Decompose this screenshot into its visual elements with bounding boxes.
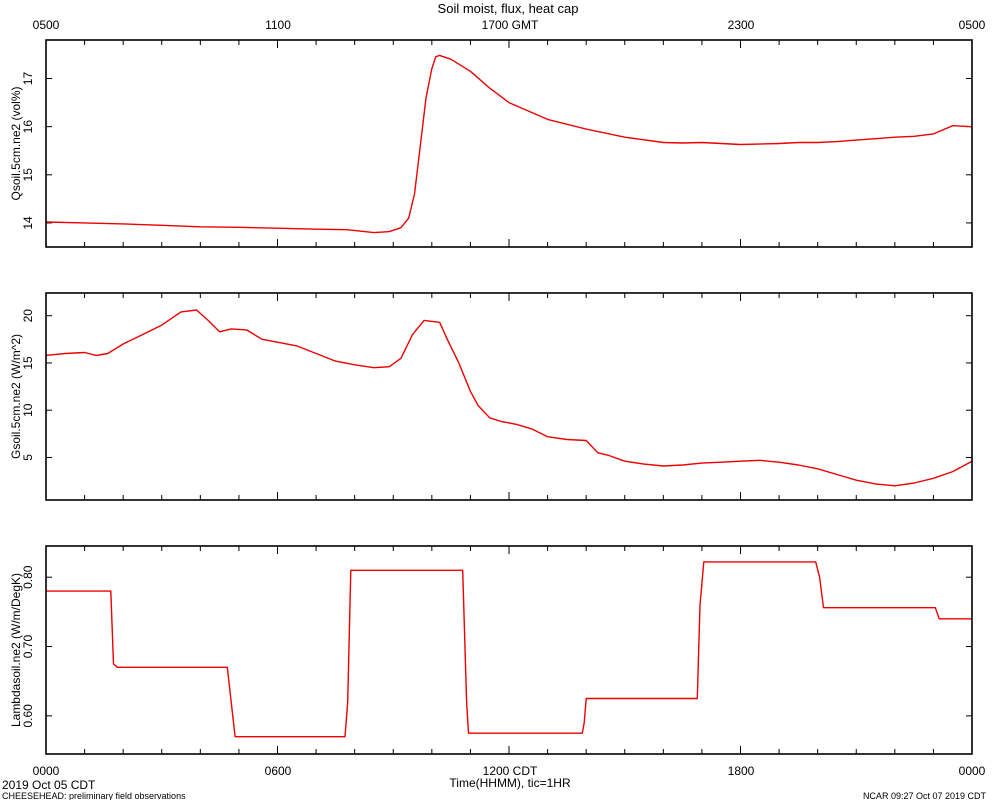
- plot-frame: [45, 545, 973, 755]
- chart-title: Soil moist, flux, heat cap: [438, 1, 579, 16]
- top-tick-label: 1700 GMT: [482, 18, 539, 32]
- plot-frame: [45, 292, 973, 501]
- y-tick-label: 15: [21, 168, 35, 182]
- y-tick-label: 0.70: [21, 635, 35, 659]
- y-axis-title: Qsoil.5cm.ne2 (vol%): [9, 86, 23, 200]
- y-tick-label: 17: [21, 72, 35, 86]
- y-tick-label: 10: [21, 403, 35, 417]
- bottom-axis-labels: 0000 0600 1200 CDT 1800 0000: [33, 764, 986, 778]
- bottom-tick-label: 0000: [959, 764, 986, 778]
- plot-frame: [45, 39, 973, 248]
- top-tick-label: 1100: [265, 18, 291, 32]
- y-axis-title: Lambdasoil.ne2 (W/m/DegK): [9, 573, 23, 727]
- y-tick-label: 0.60: [21, 704, 35, 728]
- panel: 5 10 15 20 Gsoil.5cm.ne2 (W/m^2): [9, 292, 973, 501]
- top-tick-label: 2300: [728, 18, 755, 32]
- y-tick-label: 16: [21, 120, 35, 134]
- y-tick-label: 14: [21, 216, 35, 230]
- footer-date: 2019 Oct 05 CDT: [2, 778, 96, 792]
- y-tick-label: 15: [21, 356, 35, 370]
- series-line: [46, 561, 972, 738]
- top-tick-label: 0500: [959, 18, 986, 32]
- series-line: [45, 54, 973, 234]
- footer-credit: NCAR 09:27 Oct 07 2019 CDT: [863, 791, 987, 800]
- y-tick-label: 0.80: [21, 565, 35, 589]
- bottom-tick-label: 0000: [33, 764, 60, 778]
- bottom-tick-label: 0600: [265, 764, 292, 778]
- bottom-tick-label: 1200 CDT: [483, 764, 538, 778]
- x-axis-title: Time(HHMM), tic=1HR: [449, 776, 571, 790]
- y-tick-label: 20: [21, 309, 35, 323]
- bottom-tick-label: 1800: [728, 764, 755, 778]
- footer-project-note: CHEESEHEAD: preliminary field observatio…: [2, 791, 186, 800]
- y-tick-label: 5: [21, 454, 35, 461]
- y-axis-title: Gsoil.5cm.ne2 (W/m^2): [9, 334, 23, 459]
- series-line: [45, 309, 973, 487]
- top-axis-labels: 0500 1100 1700 GMT 2300 0500: [33, 18, 986, 32]
- top-tick-label: 0500: [33, 18, 60, 32]
